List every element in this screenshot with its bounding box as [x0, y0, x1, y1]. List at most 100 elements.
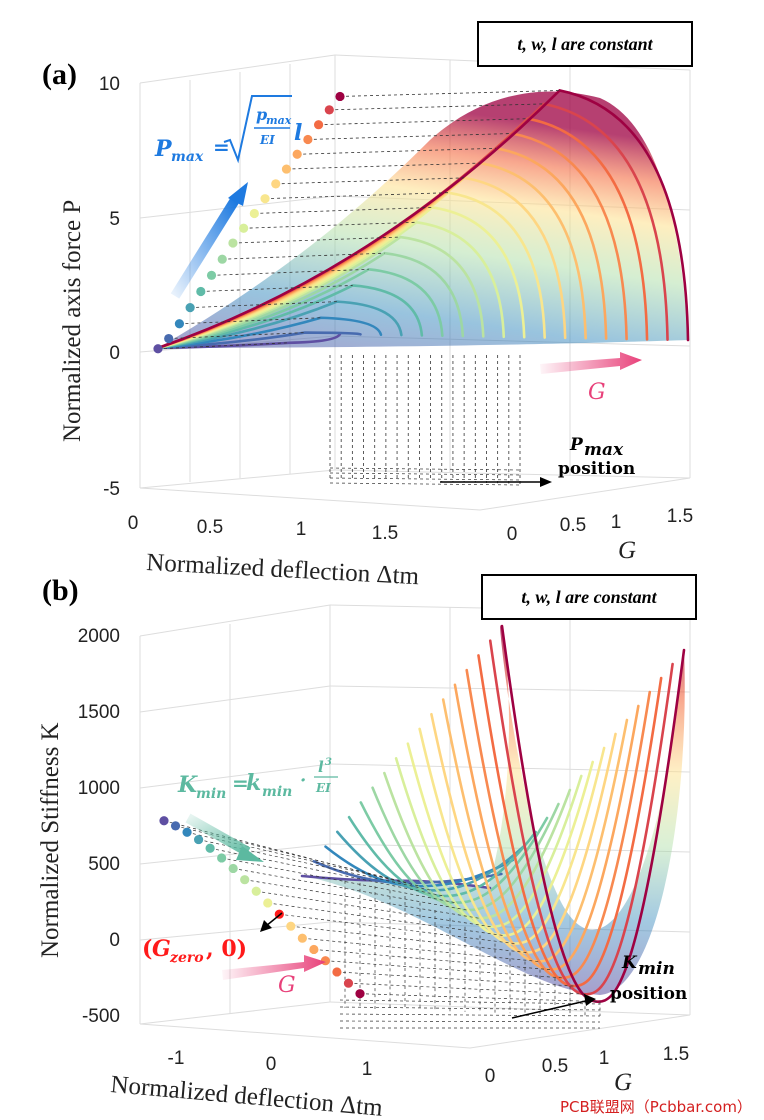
a-dot [324, 105, 334, 115]
b-curves [300, 624, 686, 1003]
b-dot [251, 886, 261, 896]
a-floor-guide [329, 482, 521, 486]
b-curve [477, 654, 663, 988]
panel-b-xticks: -1 0 1 [168, 1048, 373, 1080]
b-dot [343, 978, 354, 988]
a-curve [156, 331, 362, 350]
b-curve [418, 727, 606, 945]
panel-a-letter: (a) [42, 58, 77, 91]
a-curve [156, 251, 465, 350]
b-formula-num: l [318, 758, 324, 776]
b-dot [320, 956, 331, 966]
b-gzero-sub: zero [169, 950, 204, 966]
a-pmax-annotation: P max position [440, 435, 635, 487]
a-formula-lhs: P [154, 136, 173, 162]
a-xlabel: Normalized deflection Δtm [146, 549, 421, 590]
panel-b: (b) 2000 1500 1000 [37, 574, 697, 1120]
a-dot [196, 286, 206, 297]
b-dot [286, 921, 296, 931]
b-curve [406, 742, 595, 937]
a-dot [239, 223, 249, 233]
b-xtick-0: 0 [266, 1054, 277, 1075]
b-ytick-1: 1 [599, 1048, 610, 1069]
b-dot [217, 853, 227, 863]
b-curve [465, 668, 652, 980]
panel-a-xticks: 0 0.5 1 1.5 [128, 513, 399, 544]
a-blue-arrow [170, 182, 248, 299]
panel-a-yticks: 0 0.5 1 1.5 [507, 506, 694, 545]
b-formula-k-sub: min [262, 784, 292, 800]
a-xtick-0: 0 [128, 513, 139, 534]
a-dot [153, 344, 163, 354]
b-formula: K min = k min · l 3 EI [177, 757, 338, 802]
b-ztick-1500: 1500 [78, 702, 120, 723]
b-surface [300, 625, 685, 995]
b-curve [383, 771, 572, 920]
b-curve [347, 815, 537, 898]
b-ztick-500: 500 [88, 854, 120, 875]
b-kmin-sub: min [638, 959, 675, 979]
a-xtick-1: 1 [296, 519, 307, 540]
a-dot [271, 179, 281, 189]
a-formula-num-sub: max [266, 114, 292, 127]
a-guide-horizontal [307, 133, 512, 140]
b-floor-guide [339, 1006, 601, 1011]
b-dot [263, 898, 273, 908]
b-guide-horizontal [233, 868, 468, 911]
a-xtick-15: 1.5 [372, 523, 398, 544]
a-dot [228, 238, 238, 248]
a-dot [335, 91, 345, 102]
b-g-arrow [222, 955, 326, 980]
b-xtick-1: 1 [362, 1059, 373, 1080]
a-dots [153, 91, 345, 354]
b-ylabel: G [614, 1069, 632, 1096]
a-guide-horizontal [275, 177, 465, 185]
watermark: PCB联盟网（Pcbbar.com） [560, 1098, 752, 1116]
a-guide-horizontal [211, 268, 369, 276]
b-floor-guide [339, 1020, 601, 1023]
a-dot [260, 194, 270, 204]
b-dot [182, 827, 192, 837]
a-guide-horizontal [200, 285, 353, 292]
b-guide-horizontal [186, 831, 420, 887]
b-formula-dot: · [300, 770, 306, 791]
b-curve [394, 757, 583, 929]
a-note-text: t, w, l are constant [517, 34, 653, 54]
panel-a: (a) 10 5 0 -5 [42, 21, 694, 590]
b-dot [240, 875, 250, 885]
a-ytick-1: 1 [611, 512, 622, 533]
a-curve [156, 268, 444, 350]
a-dot [217, 254, 227, 264]
b-guide-horizontal [210, 847, 444, 897]
b-gzero-tail: , 0) [206, 936, 247, 962]
a-dot [313, 120, 324, 130]
a-formula-eq: = [213, 135, 230, 159]
b-gzero-annotation: ( G zero , 0) [142, 912, 283, 966]
a-ytick-0: 0 [507, 524, 518, 545]
b-note-text: t, w, l are constant [521, 587, 657, 607]
b-zlabel: Normalized Stiffness K [37, 722, 64, 958]
b-guide-horizontal [198, 839, 432, 891]
b-curve [500, 624, 686, 1003]
a-formula-sqrt [223, 95, 292, 164]
b-guide-horizontal [221, 857, 456, 904]
b-guide-horizontal [244, 879, 480, 919]
a-formula-den: EI [259, 133, 275, 147]
a-ztick-10: 10 [99, 74, 120, 95]
a-guide-horizontal [318, 118, 528, 126]
a-guide-horizontal [190, 301, 337, 309]
a-dot [249, 208, 259, 219]
panel-b-yticks: 0 0.5 1 1.5 [485, 1044, 690, 1087]
b-dot [297, 933, 307, 943]
b-guide-horizontal [359, 993, 599, 1003]
a-curves [156, 89, 690, 350]
a-curve [156, 316, 383, 350]
b-formula-den: EI [315, 781, 331, 795]
a-formula-num: p [256, 105, 267, 124]
a-dot [174, 319, 185, 329]
b-dot [355, 989, 365, 999]
a-guide-horizontal [232, 236, 401, 244]
b-kmin-annotation: K min position [511, 953, 687, 1019]
a-curve [156, 89, 690, 350]
